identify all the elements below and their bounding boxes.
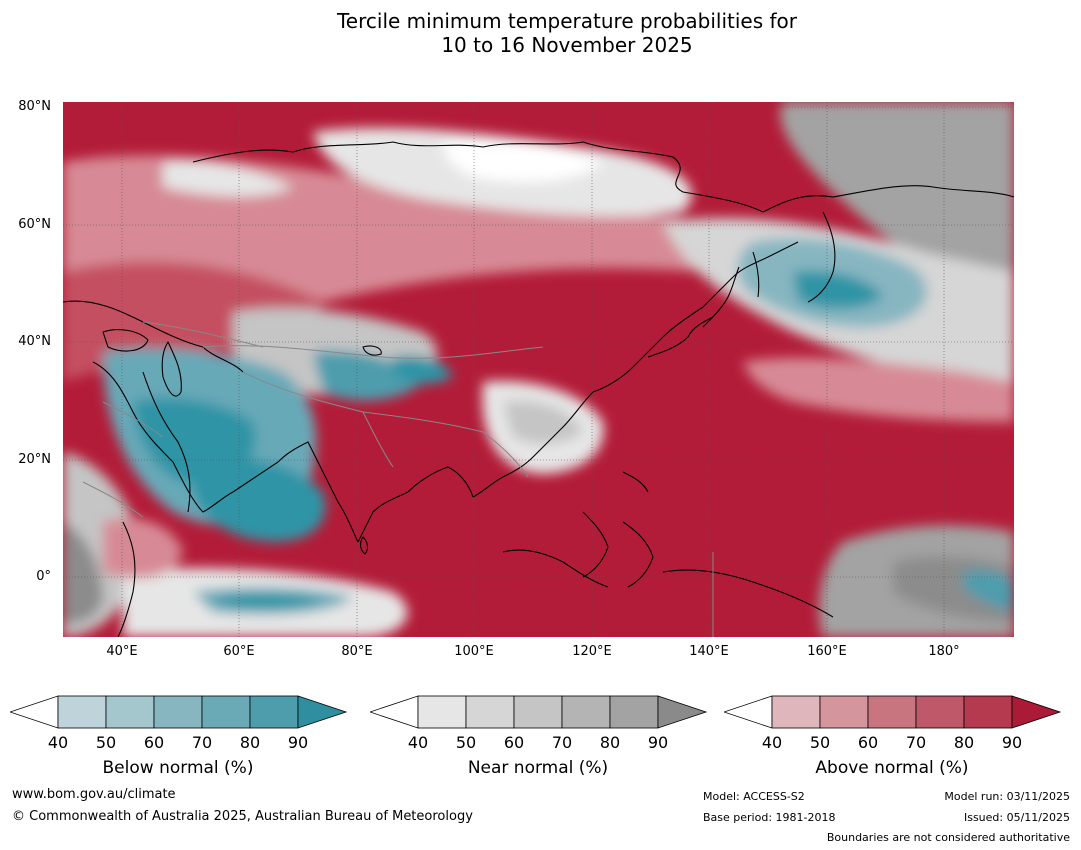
lon-label-180: 180° xyxy=(928,644,960,659)
lon-label-80e: 80°E xyxy=(341,644,373,659)
legend-below-tick: 60 xyxy=(143,733,165,752)
legend-near-tick: 70 xyxy=(551,733,573,752)
legend-near-tick: 40 xyxy=(407,733,429,752)
issued-text: Issued: 05/11/2025 xyxy=(963,811,1070,824)
legend-near-tick: 80 xyxy=(599,733,621,752)
probability-fields xyxy=(63,102,1014,637)
lon-label-120e: 120°E xyxy=(572,644,612,659)
legend-near-tick: 50 xyxy=(455,733,477,752)
legend-below-normal xyxy=(10,694,348,730)
lat-label-0: 0° xyxy=(36,569,51,584)
lon-label-160e: 160°E xyxy=(807,644,847,659)
country-borders xyxy=(82,321,714,637)
lat-label-60n: 60°N xyxy=(18,217,51,232)
legend-above-tick: 90 xyxy=(1001,733,1023,752)
title-line-2: 10 to 16 November 2025 xyxy=(441,33,693,57)
legend-above-tick: 50 xyxy=(809,733,831,752)
legend-below-tick: 40 xyxy=(47,733,69,752)
probability-map[interactable] xyxy=(63,102,1014,637)
lat-label-80n: 80°N xyxy=(18,99,51,114)
model-run-text: Model run: 03/11/2025 xyxy=(944,790,1070,803)
legend-above-normal xyxy=(724,694,1062,730)
lon-label-100e: 100°E xyxy=(454,644,494,659)
legend-below-title: Below normal (%) xyxy=(102,758,254,778)
legend-above-tick: 80 xyxy=(953,733,975,752)
legend-below-tick: 80 xyxy=(239,733,261,752)
graticule xyxy=(63,102,1014,637)
legend-below-tick: 70 xyxy=(191,733,213,752)
copyright-text: © Commonwealth of Australia 2025, Austra… xyxy=(12,809,473,824)
chart-title: Tercile minimum temperature probabilitie… xyxy=(0,9,1081,57)
coastlines xyxy=(63,141,1014,637)
base-period-text: Base period: 1981-2018 xyxy=(703,811,836,824)
legend-near-tick: 90 xyxy=(647,733,669,752)
legend-below-tick: 50 xyxy=(95,733,117,752)
bom-url-link[interactable]: www.bom.gov.au/climate xyxy=(12,787,176,802)
lat-label-20n: 20°N xyxy=(18,452,51,467)
legend-above-tick: 40 xyxy=(761,733,783,752)
legend-near-tick: 60 xyxy=(503,733,525,752)
legend-below-tick: 90 xyxy=(287,733,309,752)
legend-near-normal xyxy=(370,694,708,730)
lon-label-140e: 140°E xyxy=(689,644,729,659)
legend-above-tick: 60 xyxy=(857,733,879,752)
lat-label-40n: 40°N xyxy=(18,334,51,349)
legend-above-tick: 70 xyxy=(905,733,927,752)
lon-label-40e: 40°E xyxy=(106,644,138,659)
map-canvas xyxy=(63,102,1014,637)
legend-near-title: Near normal (%) xyxy=(467,758,609,778)
model-text: Model: ACCESS-S2 xyxy=(703,790,805,803)
disclaimer-text: Boundaries are not considered authoritat… xyxy=(826,831,1070,844)
lon-label-60e: 60°E xyxy=(223,644,255,659)
legend-above-title: Above normal (%) xyxy=(815,758,969,778)
title-line-1: Tercile minimum temperature probabilitie… xyxy=(336,9,798,33)
